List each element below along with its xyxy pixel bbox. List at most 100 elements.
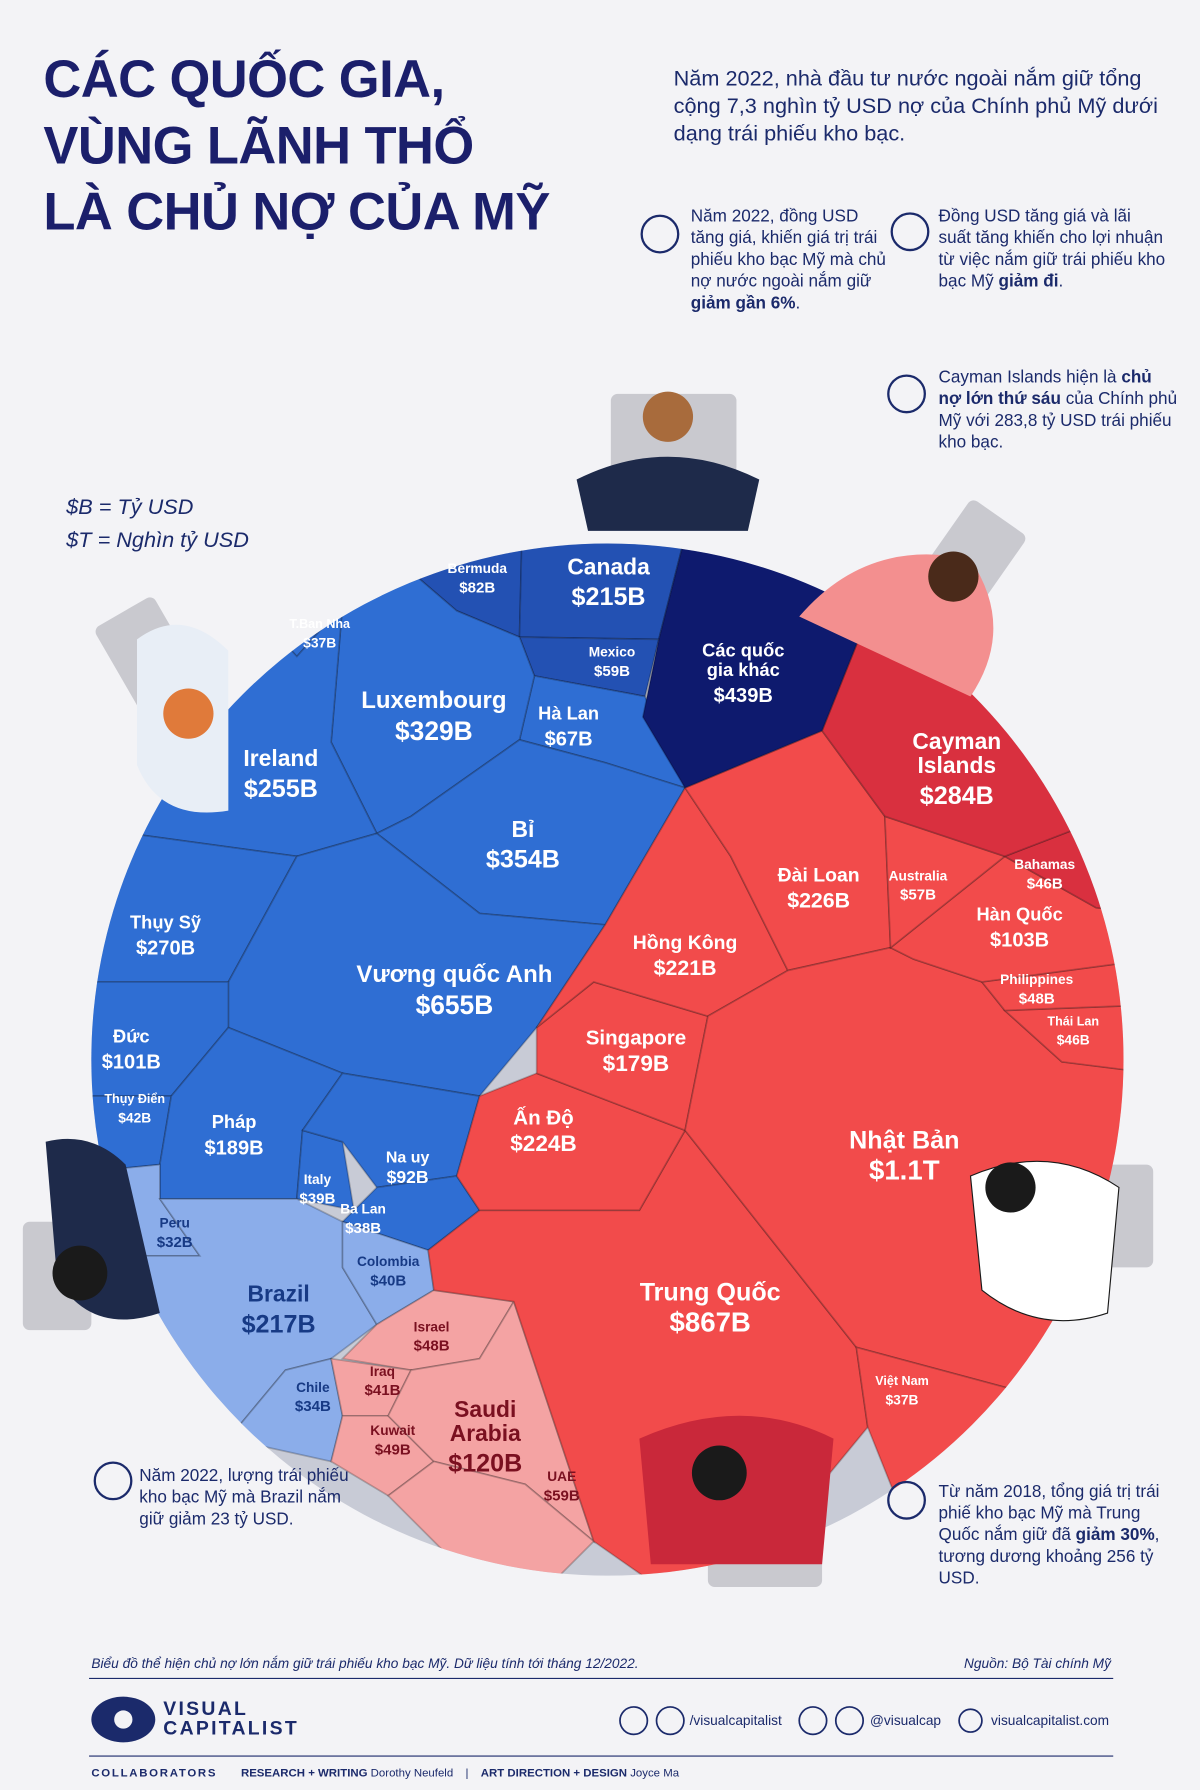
title-line: CÁC QUỐC GIA, bbox=[43, 49, 445, 109]
cell-name: Saudi Arabia bbox=[449, 1397, 521, 1447]
cell-value: $255B bbox=[243, 774, 318, 803]
cell-value: $49B bbox=[374, 1440, 411, 1458]
cell-value: $226B bbox=[787, 888, 851, 913]
cell-name: Israel bbox=[413, 1318, 450, 1335]
cell-value: $67B bbox=[544, 727, 593, 750]
note-text: Đồng USD tăng giá và lãi suất tăng khiến… bbox=[938, 206, 1166, 292]
cell-label: Colombia $40B bbox=[348, 1255, 428, 1289]
cell-label: Brazil $217B bbox=[222, 1283, 336, 1337]
cell-label: Nhật Bản $1.1T bbox=[824, 1127, 984, 1186]
cell-value: $224B bbox=[510, 1131, 577, 1157]
cell-value: $59B bbox=[593, 661, 630, 679]
cell-value: $41B bbox=[364, 1381, 401, 1399]
brand-line: VISUAL bbox=[163, 1697, 249, 1720]
cell-name: Bahamas bbox=[1014, 856, 1076, 873]
note: Năm 2022, đồng USD tăng giá, khiến giá t… bbox=[691, 206, 897, 314]
note-text: . bbox=[795, 293, 801, 313]
cell-label: Chile $34B bbox=[279, 1380, 348, 1414]
cell-value: $867B bbox=[669, 1307, 751, 1339]
cell-label: Bahamas $46B bbox=[1005, 857, 1085, 891]
social-link[interactable]: /visualcapitalist bbox=[689, 1712, 782, 1729]
cell-value: $48B bbox=[1018, 989, 1055, 1007]
cell-name: Việt Nam bbox=[875, 1374, 929, 1389]
cell-label: Ấn Độ $224B bbox=[492, 1106, 595, 1157]
cell-label: Saudi Arabia $120B bbox=[428, 1397, 542, 1478]
cell-value: $284B bbox=[919, 780, 994, 810]
cell-value: $217B bbox=[241, 1309, 316, 1339]
website-link[interactable]: visualcapitalist.com bbox=[991, 1712, 1110, 1729]
cell bbox=[980, 958, 1124, 1012]
cell-name: Bermuda bbox=[447, 560, 507, 577]
note-icon bbox=[93, 1461, 133, 1501]
cell-value: $179B bbox=[602, 1051, 670, 1077]
cell-name: Na uy bbox=[385, 1147, 430, 1166]
intro: Năm 2022, nhà đầu tư nước ngoài nắm giữ … bbox=[673, 67, 1158, 147]
cell bbox=[1002, 1003, 1124, 1075]
cell-name: Hồng Kông bbox=[632, 931, 738, 954]
cell-label: Hàn Quốc $103B bbox=[963, 905, 1077, 951]
note-text: Cayman Islands hiện là bbox=[938, 367, 1122, 388]
cell-value: $57B bbox=[899, 885, 936, 903]
cell-value: $40B bbox=[370, 1271, 407, 1289]
cell-name: Thụy Sỹ bbox=[130, 913, 202, 933]
cell-name: Bỉ bbox=[511, 817, 535, 843]
cell-name: Pháp bbox=[211, 1113, 257, 1133]
footer-lines bbox=[89, 1677, 1114, 1757]
cell-value: $92B bbox=[386, 1167, 429, 1188]
cell-value: $37B bbox=[885, 1391, 919, 1408]
cell-value: $46B bbox=[1056, 1031, 1090, 1048]
note-text: , tương dương khoảng 256 tỷ USD. bbox=[938, 1525, 1160, 1589]
cell-label: Việt Nam $37B bbox=[862, 1374, 942, 1408]
note: Cayman Islands hiện là chủ nợ lớn thứ sá… bbox=[939, 367, 1179, 454]
cell-label: Cayman Islands $284B bbox=[900, 730, 1014, 810]
people bbox=[45, 391, 1120, 1565]
cell-value: $59B bbox=[543, 1486, 580, 1504]
brand-line: CAPITALIST bbox=[163, 1717, 299, 1739]
person: Dorothy Neufeld bbox=[370, 1767, 454, 1781]
note-text: . bbox=[1058, 271, 1064, 292]
cell-label: Hà Lan $67B bbox=[523, 705, 614, 750]
cell-label: Thụy Sỹ $270B bbox=[108, 913, 222, 959]
cell-value: $32B bbox=[156, 1232, 193, 1250]
cell-name: Ireland bbox=[243, 746, 319, 772]
note-emphasis: giảm 30% bbox=[1075, 1525, 1155, 1545]
cell-label: T.Ban Nha $37B bbox=[280, 618, 360, 651]
note-icon bbox=[887, 374, 926, 414]
cell-label: Luxembourg $329B bbox=[343, 688, 526, 745]
note-icon bbox=[887, 1480, 926, 1520]
cell-name: Trung Quốc bbox=[639, 1277, 781, 1307]
title-line: VÙNG LÃNH THỔ bbox=[43, 115, 474, 175]
cell-value: $37B bbox=[303, 634, 337, 651]
cell-label: Peru $32B bbox=[140, 1216, 209, 1250]
cell-label: Singapore $179B bbox=[567, 1027, 704, 1077]
cell-name: Ấn Độ bbox=[513, 1106, 574, 1130]
cell-name: Hàn Quốc bbox=[976, 905, 1063, 925]
cell-label: Mexico $59B bbox=[572, 645, 652, 679]
cell-value: $120B bbox=[448, 1448, 523, 1478]
cell-label: Canada $215B bbox=[540, 555, 677, 609]
cell-name: Nhật Bản bbox=[849, 1125, 960, 1155]
cell-label: Bermuda $82B bbox=[432, 562, 523, 596]
unit: $B = Tỷ USD bbox=[66, 495, 194, 520]
note: Từ năm 2018, tổng giá trị trái phiế kho … bbox=[939, 1481, 1184, 1589]
note-text: Năm 2022, lượng trái phiếu kho bạc Mỹ mà… bbox=[139, 1466, 349, 1529]
caption: Biểu đồ thể hiện chủ nợ lớn nắm giữ trái… bbox=[91, 1655, 639, 1672]
cell-label: Thái Lan $46B bbox=[1039, 1016, 1108, 1047]
cell-name: Italy bbox=[303, 1171, 332, 1188]
cell-value: $439B bbox=[713, 683, 773, 707]
social-link[interactable]: @visualcap bbox=[870, 1712, 942, 1729]
cell-name: Thái Lan bbox=[1047, 1015, 1100, 1029]
cell-name: Australia bbox=[888, 867, 948, 884]
cell-value: $221B bbox=[653, 955, 717, 980]
cell-value: $270B bbox=[135, 936, 196, 959]
cell-label: Hồng Kông $221B bbox=[617, 931, 754, 980]
cell-name: Đức bbox=[112, 1027, 150, 1048]
cell-label: Thụy Điển $42B bbox=[89, 1093, 180, 1125]
cell-value: $1.1T bbox=[868, 1155, 940, 1187]
cell-label: Na uy $92B bbox=[368, 1147, 448, 1188]
cell-name: Vương quốc Anh bbox=[356, 961, 553, 988]
cell-value: $101B bbox=[101, 1050, 161, 1074]
cell-label: Australia $57B bbox=[878, 869, 958, 903]
